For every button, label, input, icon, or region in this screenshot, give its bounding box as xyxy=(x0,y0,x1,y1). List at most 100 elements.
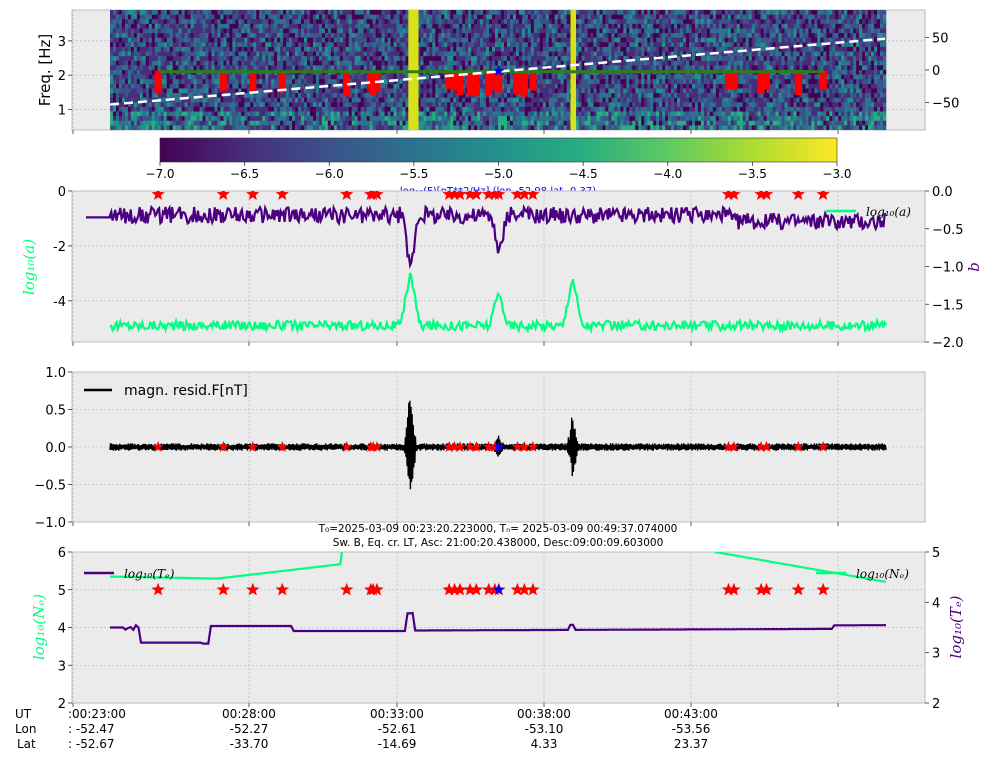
spectrogram-cell xyxy=(214,10,218,15)
spectrogram-cell xyxy=(483,42,487,48)
spectrogram-cell xyxy=(384,42,388,48)
spectrogram-cell xyxy=(169,83,173,89)
spectrogram-cell xyxy=(241,120,245,126)
spectrogram-cell xyxy=(477,125,481,130)
spectrogram-cell xyxy=(384,46,388,52)
spectrogram-cell xyxy=(163,28,167,34)
spectrogram-cell xyxy=(477,102,481,108)
spectrogram-cell xyxy=(208,60,212,66)
spectrogram-cell xyxy=(533,51,538,57)
spectrogram-cell xyxy=(468,19,472,25)
spectrogram-cell xyxy=(480,116,484,122)
spectrogram-cell xyxy=(402,51,406,57)
spectrogram-cell xyxy=(336,23,341,29)
spectrogram-cell xyxy=(268,28,272,34)
spectrogram-cell xyxy=(489,111,493,117)
spectrogram-cell xyxy=(671,120,675,126)
spectrogram-cell xyxy=(271,19,275,25)
spectrogram-cell xyxy=(256,74,260,80)
spectrogram-cell xyxy=(402,19,406,25)
spectrogram-cell xyxy=(342,46,347,52)
spectrogram-cell xyxy=(148,70,153,75)
spectrogram-cell xyxy=(223,28,227,34)
spectrogram-cell xyxy=(292,65,296,71)
spectrogram-cell xyxy=(459,51,463,57)
spectrogram-cell xyxy=(551,125,555,130)
spectrogram-cell xyxy=(420,79,424,85)
spectrogram-cell xyxy=(512,60,517,66)
spectrogram-cell xyxy=(566,37,570,43)
spectrogram-cell xyxy=(235,37,239,43)
spectrogram-cell xyxy=(277,60,281,66)
spectrogram-cell xyxy=(545,56,550,62)
spectrogram-cell xyxy=(668,102,672,108)
spectrogram-cell xyxy=(298,56,302,62)
spectrogram-cell xyxy=(623,28,627,34)
spectrogram-cell xyxy=(444,14,448,20)
spectrogram-cell xyxy=(593,125,597,130)
spectrogram-cell xyxy=(235,111,239,117)
spectrogram-cell xyxy=(396,88,400,94)
spectrogram-cell xyxy=(315,10,320,15)
spectrogram-cell xyxy=(244,93,248,98)
spectrogram-cell xyxy=(199,106,203,112)
spectrogram-cell xyxy=(181,23,185,29)
spectrogram-cell xyxy=(139,125,144,130)
spectrogram-cell xyxy=(345,14,350,20)
spectrogram-cell xyxy=(292,42,296,48)
spectrogram-cell xyxy=(566,14,570,20)
spectrogram-cell xyxy=(402,37,406,43)
spectrogram-cell xyxy=(139,33,144,38)
spectrogram-cell xyxy=(187,23,191,29)
spectrogram-cell xyxy=(220,28,224,34)
spectrogram-cell xyxy=(387,10,391,15)
spectrogram-cell xyxy=(214,74,218,80)
spectrogram-cell xyxy=(336,106,341,112)
spectrogram-cell xyxy=(202,14,206,20)
spectrogram-cell xyxy=(429,56,433,62)
spectrogram-cell xyxy=(492,51,496,57)
spectrogram-cell xyxy=(166,33,170,38)
spectrogram-cell xyxy=(647,33,651,38)
spectrogram-cell xyxy=(312,37,317,43)
spectrogram-cell xyxy=(593,23,597,29)
spectrogram-cell xyxy=(632,116,636,122)
spectrogram-cell xyxy=(196,14,200,20)
spectrogram-cell xyxy=(223,23,227,29)
spectrogram-cell xyxy=(480,125,484,130)
spectrogram-cell xyxy=(121,28,126,34)
spectrogram-cell xyxy=(121,19,126,25)
spectrogram-cell xyxy=(277,14,281,20)
spectrogram-cell xyxy=(321,14,326,20)
spectrogram-cell xyxy=(512,65,517,71)
spectrogram-cell xyxy=(342,51,347,57)
spectrogram-cell xyxy=(226,23,230,29)
spectrogram-cell xyxy=(495,93,499,98)
spectrogram-cell xyxy=(187,116,191,122)
spectrogram-cell xyxy=(539,74,544,80)
spectrogram-cell xyxy=(202,19,206,25)
spectrogram-cell xyxy=(518,65,523,71)
spectrogram-cell xyxy=(503,111,508,117)
spectrogram-cell xyxy=(226,88,230,94)
spectrogram-cell xyxy=(160,97,165,103)
spectrogram-cell xyxy=(289,120,293,126)
spectrogram-cell xyxy=(575,116,579,122)
spectrogram-cell xyxy=(217,51,221,57)
spectrogram-cell xyxy=(354,14,359,20)
spectrogram-cell xyxy=(581,93,585,98)
spectrogram-cell xyxy=(518,42,523,48)
spectrogram-cell xyxy=(256,14,260,20)
spectrogram-cell xyxy=(509,111,514,117)
spectrogram-cell xyxy=(220,102,224,108)
spectrogram-cell xyxy=(136,14,141,20)
spectrogram-cell xyxy=(614,56,618,62)
spectrogram-cell xyxy=(112,93,117,98)
spectrogram-cell xyxy=(372,10,376,15)
spectrogram-cell xyxy=(542,97,547,103)
spectrogram-cell xyxy=(453,42,457,48)
spectrogram-cell xyxy=(539,120,544,126)
spectrogram-cell xyxy=(306,74,311,80)
spectrogram-cell xyxy=(309,65,314,71)
spectrogram-cell xyxy=(136,88,141,94)
